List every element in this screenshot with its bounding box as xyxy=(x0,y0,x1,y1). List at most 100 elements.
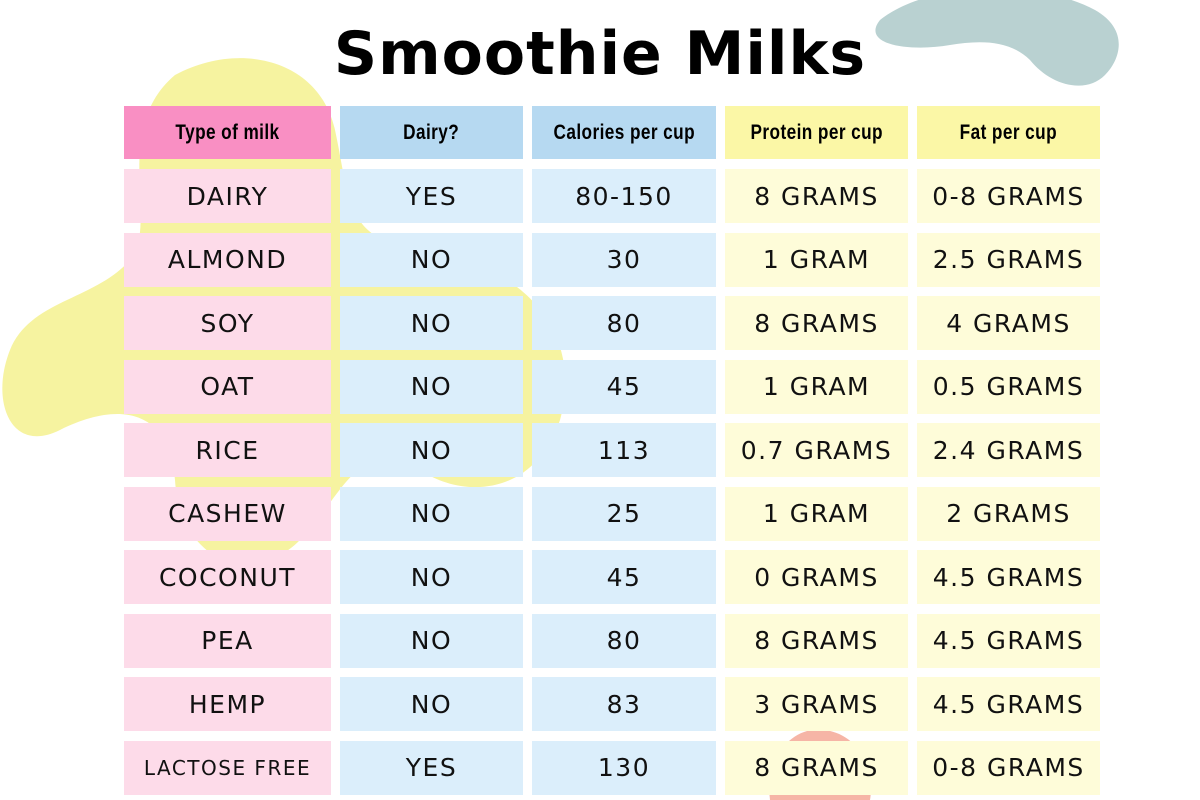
cell-text: 1 GRAM xyxy=(762,372,871,401)
table-cell-fat: 0.5 GRAMS xyxy=(917,359,1100,414)
cell-text: NO xyxy=(410,308,453,338)
cell-text: NO xyxy=(410,372,453,401)
page-title: Smoothie Milks xyxy=(333,19,867,89)
cell-text: 113 xyxy=(597,435,651,465)
cell-text: YES xyxy=(405,181,458,211)
cell-text: 8 GRAMS xyxy=(754,181,879,211)
table-cell-dairy: NO xyxy=(340,550,523,604)
slate-blob-decoration xyxy=(875,0,1119,86)
cell-text: LACTOSE FREE xyxy=(143,755,312,780)
table-cell-protein: 1 GRAM xyxy=(725,359,908,414)
header-label-milk-type: Type of milk xyxy=(175,120,280,144)
table-cell-calories: 80 xyxy=(532,296,716,350)
table-cell-protein: 8 GRAMS xyxy=(725,613,908,668)
cell-text: HEMP xyxy=(188,689,267,719)
cell-text: NO xyxy=(410,626,453,655)
table-cell-milk-type: PEA xyxy=(124,613,331,668)
table-cell-calories: 45 xyxy=(532,550,716,604)
cell-text: 0.5 GRAMS xyxy=(932,372,1085,401)
table-cell-dairy: NO xyxy=(340,486,523,541)
table-cell-calories: 80-150 xyxy=(532,169,716,223)
table-cell-dairy: YES xyxy=(340,740,523,795)
cell-text: 80 xyxy=(606,626,642,655)
table-cell-milk-type: LACTOSE FREE xyxy=(124,740,331,795)
table-cell-calories: 80 xyxy=(532,613,716,668)
header-cell-dairy: Dairy? xyxy=(340,106,523,159)
table-cell-dairy: NO xyxy=(340,296,523,350)
cell-text: 8 GRAMS xyxy=(754,626,879,655)
header-cell-protein: Protein per cup xyxy=(725,106,908,159)
cell-text: 2.5 GRAMS xyxy=(932,245,1085,274)
table-cell-dairy: NO xyxy=(340,613,523,668)
table-cell-calories: 30 xyxy=(532,232,716,287)
header-label-dairy: Dairy? xyxy=(403,120,460,144)
header-label-protein: Protein per cup xyxy=(750,120,883,144)
cell-text: 130 xyxy=(597,753,651,782)
table-cell-dairy: NO xyxy=(340,677,523,731)
table-cell-milk-type: CASHEW xyxy=(124,486,331,541)
cell-text: 1 GRAM xyxy=(762,499,871,528)
header-label-fat: Fat per cup xyxy=(959,120,1058,144)
table-cell-protein: 3 GRAMS xyxy=(725,677,908,731)
cell-text: 8 GRAMS xyxy=(754,753,879,782)
cell-text: 83 xyxy=(606,689,642,719)
table-cell-milk-type: RICE xyxy=(124,423,331,477)
table-cell-dairy: YES xyxy=(340,169,523,223)
table-cell-protein: 8 GRAMS xyxy=(725,169,908,223)
cell-text: 2 GRAMS xyxy=(946,499,1071,528)
table-cell-fat: 4.5 GRAMS xyxy=(917,550,1100,604)
cell-text: OAT xyxy=(200,372,255,401)
table-cell-protein: 0.7 GRAMS xyxy=(725,423,908,477)
table-cell-milk-type: SOY xyxy=(124,296,331,350)
cell-text: PEA xyxy=(201,626,254,655)
cell-text: RICE xyxy=(195,435,260,465)
table-cell-protein: 1 GRAM xyxy=(725,486,908,541)
cell-text: 80-150 xyxy=(575,181,673,211)
cell-text: 0 GRAMS xyxy=(754,562,879,592)
cell-text: 4.5 GRAMS xyxy=(932,689,1085,719)
cell-text: 4.5 GRAMS xyxy=(932,626,1085,655)
table-cell-fat: 2.4 GRAMS xyxy=(917,423,1100,477)
cell-text: 0.7 GRAMS xyxy=(740,435,893,465)
table-cell-dairy: NO xyxy=(340,359,523,414)
table-cell-dairy: NO xyxy=(340,423,523,477)
cell-text: NO xyxy=(410,562,453,592)
table-cell-milk-type: COCONUT xyxy=(124,550,331,604)
cell-text: 80 xyxy=(606,308,642,338)
table-cell-milk-type: DAIRY xyxy=(124,169,331,223)
header-cell-milk-type: Type of milk xyxy=(124,106,331,159)
table-cell-protein: 0 GRAMS xyxy=(725,550,908,604)
table-cell-calories: 113 xyxy=(532,423,716,477)
table-cell-milk-type: HEMP xyxy=(124,677,331,731)
table-cell-calories: 25 xyxy=(532,486,716,541)
table-cell-protein: 1 GRAM xyxy=(725,232,908,287)
cell-text: 45 xyxy=(606,372,642,401)
table-cell-calories: 83 xyxy=(532,677,716,731)
table-cell-fat: 0-8 GRAMS xyxy=(917,169,1100,223)
header-cell-fat: Fat per cup xyxy=(917,106,1100,159)
cell-text: 4.5 GRAMS xyxy=(932,562,1085,592)
cell-text: NO xyxy=(410,689,453,719)
cell-text: CASHEW xyxy=(168,499,287,528)
cell-text: 0-8 GRAMS xyxy=(932,753,1085,782)
table-cell-calories: 45 xyxy=(532,359,716,414)
table-cell-fat: 0-8 GRAMS xyxy=(917,740,1100,795)
cell-text: 1 GRAM xyxy=(762,245,871,274)
cell-text: SOY xyxy=(200,308,255,338)
cell-text: 45 xyxy=(606,562,642,592)
table-cell-fat: 2 GRAMS xyxy=(917,486,1100,541)
table-cell-protein: 8 GRAMS xyxy=(725,740,908,795)
table-cell-milk-type: OAT xyxy=(124,359,331,414)
cell-text: NO xyxy=(410,435,453,465)
cell-text: 25 xyxy=(606,499,642,528)
cell-text: NO xyxy=(410,499,453,528)
table-cell-fat: 4.5 GRAMS xyxy=(917,613,1100,668)
cell-text: ALMOND xyxy=(167,245,288,274)
cell-text: 8 GRAMS xyxy=(754,308,879,338)
table-cell-fat: 4.5 GRAMS xyxy=(917,677,1100,731)
table-cell-calories: 130 xyxy=(532,740,716,795)
cell-text: NO xyxy=(410,245,453,274)
cell-text: COCONUT xyxy=(158,562,297,592)
cell-text: YES xyxy=(405,753,458,782)
cell-text: 0-8 GRAMS xyxy=(932,181,1085,211)
